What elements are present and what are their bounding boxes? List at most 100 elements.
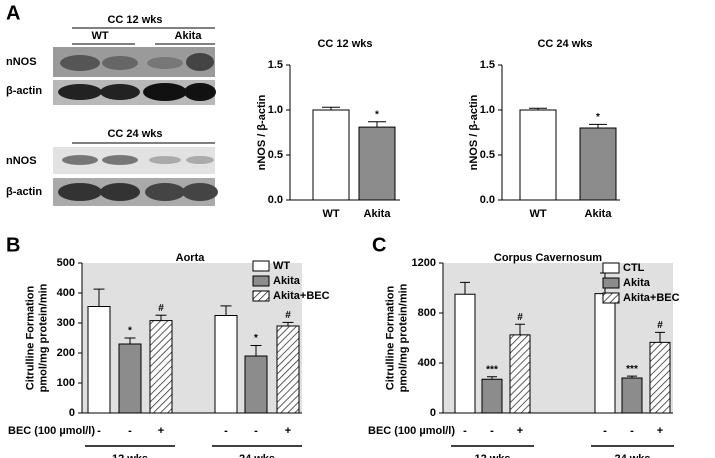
y-axis-label: nNOS / β-actin <box>468 94 480 170</box>
legend-label: Akita+BEC <box>623 292 680 304</box>
legend-label: Akita <box>273 275 301 287</box>
y-tick-label: 400 <box>57 287 75 299</box>
y-tick-label: 0.0 <box>268 194 283 206</box>
annotation: # <box>158 303 164 314</box>
treatment-sign: - <box>128 425 132 437</box>
blot-group: WT <box>91 30 108 42</box>
bar <box>649 341 671 414</box>
annotation: * <box>596 112 600 123</box>
y-axis-label: Citrulline Formation <box>24 285 36 390</box>
y-tick-label: 1.0 <box>480 104 495 116</box>
y-tick-label: 200 <box>57 347 75 359</box>
annotation: # <box>657 320 663 331</box>
y-tick-label: 100 <box>57 377 75 389</box>
treatment-sign: - <box>254 425 258 437</box>
blot-group: Akita <box>175 30 203 42</box>
x-tick-label: 24 wks <box>614 453 650 458</box>
y-axis-label: pmol/mg protein/min <box>37 283 49 392</box>
y-tick-label: 400 <box>418 357 436 369</box>
blot-image <box>53 147 218 206</box>
x-tick-label: 24 wks <box>239 453 275 458</box>
annotation: # <box>285 310 291 321</box>
y-tick-label: 0.5 <box>268 149 283 161</box>
x-tick-label: Akita <box>364 208 392 220</box>
legend-label: CTL <box>623 262 645 274</box>
y-axis-label: nNOS / β-actin <box>256 94 268 170</box>
annotation: * <box>128 326 132 337</box>
bar <box>358 126 396 201</box>
panel-label: B <box>6 234 20 256</box>
y-tick-label: 0 <box>430 407 436 419</box>
annotation: * <box>254 333 258 344</box>
treatment-label: BEC (100 µmol/l) <box>8 425 95 437</box>
y-axis-label: Citrulline Formation <box>384 285 396 390</box>
annotation: # <box>517 312 523 323</box>
legend-swatch <box>602 277 620 289</box>
bar <box>579 127 617 201</box>
bar <box>594 293 616 414</box>
legend-swatch <box>602 262 620 274</box>
chart-title: Corpus Cavernosum <box>494 252 602 264</box>
bar <box>149 320 173 414</box>
y-tick-label: 1.0 <box>268 104 283 116</box>
legend-label: WT <box>273 260 290 272</box>
y-tick-label: 0 <box>69 407 75 419</box>
legend-label: Akita+BEC <box>273 290 330 302</box>
treatment-sign: - <box>224 425 228 437</box>
treatment-sign: + <box>657 425 663 437</box>
treatment-label: BEC (100 µmol/l) <box>368 425 455 437</box>
y-tick-label: 1200 <box>412 257 436 269</box>
x-tick-label: WT <box>322 208 339 220</box>
chart-title: CC 24 wks <box>537 38 592 50</box>
y-tick-label: 500 <box>57 257 75 269</box>
bar <box>621 377 643 414</box>
panel-label: C <box>372 234 386 256</box>
x-tick-label: 12 wks <box>474 453 510 458</box>
panel-label: A <box>6 2 20 24</box>
treatment-sign: + <box>158 425 164 437</box>
x-tick-label: WT <box>529 208 546 220</box>
treatment-sign: - <box>603 425 607 437</box>
treatment-sign: - <box>463 425 467 437</box>
bar <box>214 315 238 414</box>
bar <box>118 343 142 414</box>
y-tick-label: 0.5 <box>480 149 495 161</box>
bar <box>481 378 503 414</box>
blot-image <box>53 47 216 105</box>
annotation: *** <box>486 364 498 375</box>
blot-row-label: β-actin <box>6 186 42 198</box>
y-tick-label: 1.5 <box>480 59 495 71</box>
bar <box>87 306 111 414</box>
legend-swatch <box>252 290 270 302</box>
y-axis-label: pmol/mg protein/min <box>397 283 409 392</box>
legend-swatch <box>252 275 270 287</box>
blot-row-label: nNOS <box>6 56 37 68</box>
bar <box>519 109 557 201</box>
y-tick-label: 1.5 <box>268 59 283 71</box>
treatment-sign: + <box>285 425 291 437</box>
annotation: * <box>375 109 379 120</box>
treatment-sign: - <box>97 425 101 437</box>
bar <box>312 109 350 201</box>
bar <box>244 355 268 414</box>
legend-swatch <box>252 260 270 272</box>
blot-title: CC 12 wks <box>107 14 162 26</box>
blot-title: CC 24 wks <box>107 128 162 140</box>
y-tick-label: 800 <box>418 307 436 319</box>
legend-label: Akita <box>623 277 651 289</box>
blot-row-label: nNOS <box>6 155 37 167</box>
bar <box>509 334 531 414</box>
chart-title: CC 12 wks <box>317 38 372 50</box>
x-tick-label: Akita <box>585 208 613 220</box>
x-tick-label: 12 wks <box>112 453 148 458</box>
bar <box>276 325 300 414</box>
legend-swatch <box>602 292 620 304</box>
blot-row-label: β-actin <box>6 85 42 97</box>
y-tick-label: 0.0 <box>480 194 495 206</box>
annotation: *** <box>626 364 638 375</box>
chart-title: Aorta <box>176 252 206 264</box>
treatment-sign: - <box>630 425 634 437</box>
y-tick-label: 300 <box>57 317 75 329</box>
bar <box>454 293 476 414</box>
